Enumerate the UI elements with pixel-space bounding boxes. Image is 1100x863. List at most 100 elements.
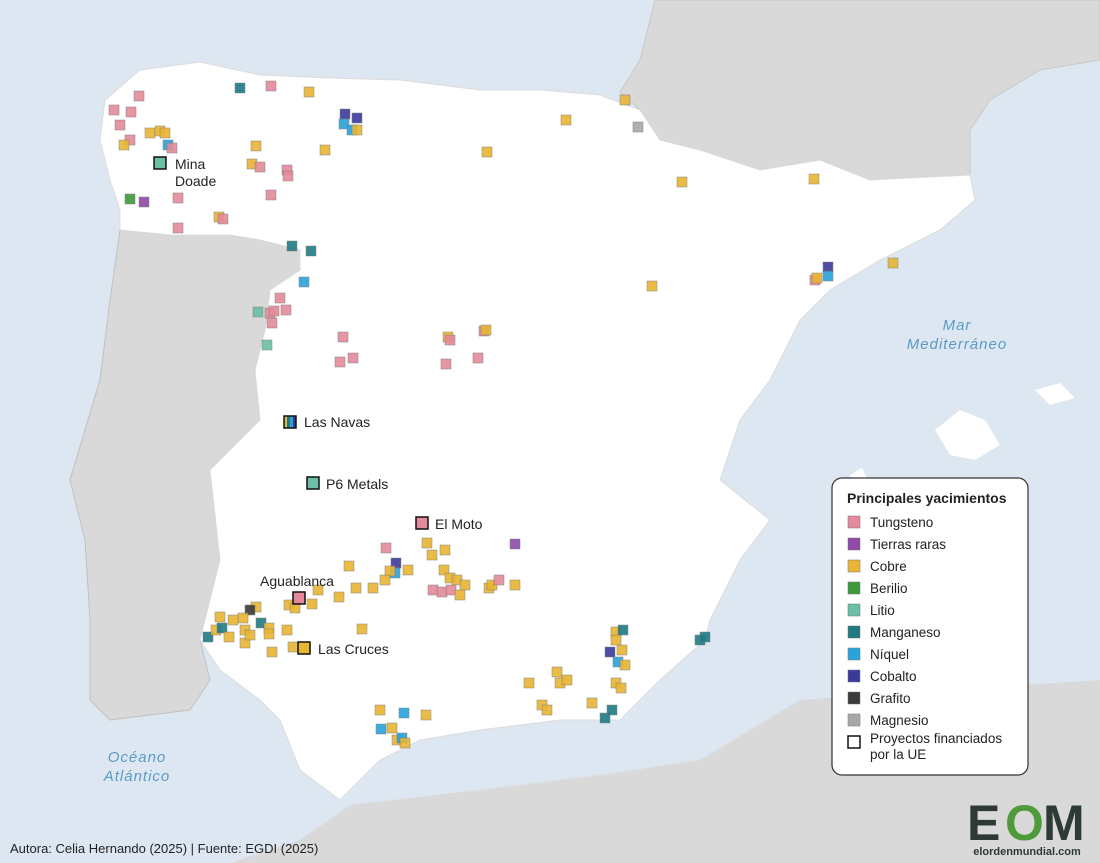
deposit-marker [244,629,256,641]
deposit-marker [287,641,299,653]
legend-swatch [847,515,861,529]
legend-label: Berilio [870,581,908,596]
deposit-marker [399,737,411,749]
deposit-marker [265,80,277,92]
legend-swatch [847,603,861,617]
deposit-marker [887,257,899,269]
legend-label: Manganeso [870,625,941,640]
deposit-marker [118,139,130,151]
place-label: Aguablanca [260,573,334,589]
deposit-marker [586,697,598,709]
deposit-marker [144,127,156,139]
eu-project-marker [297,641,311,655]
deposit-marker [227,614,239,626]
deposit-marker [338,118,350,130]
deposit-marker [380,542,392,554]
deposit-marker [541,704,553,716]
deposit-marker [159,127,171,139]
eu-project-marker [153,156,167,170]
legend-label: Cobalto [870,669,917,684]
markers [108,80,899,749]
deposit-marker [356,623,368,635]
deposit-marker [343,560,355,572]
place-label: P6 Metals [326,476,388,492]
deposit-marker [274,292,286,304]
deposit-marker [811,272,823,284]
deposit-marker [480,324,492,336]
deposit-marker [822,270,834,282]
eu-project-marker [292,591,306,605]
deposit-marker [263,628,275,640]
deposit-marker [375,723,387,735]
deposit-marker [509,538,521,550]
deposit-marker [402,564,414,576]
deposit-marker [280,304,292,316]
deposit-marker [281,624,293,636]
deposit-marker [333,591,345,603]
deposit-marker [268,305,280,317]
deposit-marker [676,176,688,188]
deposit-marker [319,144,331,156]
deposit-marker [133,90,145,102]
deposit-marker [216,622,228,634]
sea-label: Atlántico [103,768,171,785]
deposit-marker [551,666,563,678]
legend-swatch [847,691,861,705]
place-label: Doade [175,173,216,189]
legend-swatch [847,735,861,749]
legend-swatch [847,713,861,727]
legend-swatch [847,647,861,661]
deposit-marker [172,192,184,204]
deposit-marker [386,722,398,734]
deposit-marker [244,604,256,616]
menorca [1035,383,1075,405]
deposit-marker [599,712,611,724]
stripe [293,416,296,428]
deposit-marker [282,170,294,182]
deposit-marker [561,674,573,686]
deposit-marker [261,339,273,351]
deposit-marker [350,582,362,594]
spain [99,61,976,801]
deposit-marker [808,173,820,185]
place-label: El Moto [435,516,483,532]
legend-swatch [847,559,861,573]
footer: Autora: Celia Hernando (2025) | Fuente: … [10,841,318,856]
deposit-marker [699,631,711,643]
legend-label: Cobre [870,559,907,574]
logo-letter: E [967,795,1000,851]
deposit-marker [436,586,448,598]
deposit-marker [438,564,450,576]
deposit-marker [214,611,226,623]
place-label: Mina [175,156,206,172]
deposit-marker [166,142,178,154]
deposit-marker [509,579,521,591]
deposit-marker [306,598,318,610]
deposit-marker [108,104,120,116]
mallorca [935,410,1000,460]
legend-label: Níquel [870,647,909,662]
deposit-marker [125,106,137,118]
eu-project-marker [283,415,297,429]
deposit-marker [337,331,349,343]
place-label: Las Navas [304,414,370,430]
deposit-marker [610,634,622,646]
place-label: Las Cruces [318,641,389,657]
legend-swatch [847,537,861,551]
legend-box [831,477,1029,776]
deposit-marker [237,612,249,624]
deposit-marker [298,276,310,288]
deposit-marker [646,280,658,292]
legend: Tungsteno Tierras raras Cobre Berilio Litio M… [847,515,1002,762]
deposit-marker [384,565,396,577]
deposit-marker [334,356,346,368]
deposit-marker [374,704,386,716]
deposit-marker [303,86,315,98]
deposit-marker [444,334,456,346]
deposit-marker [523,677,535,689]
deposit-marker [426,549,438,561]
stripe [284,416,287,428]
deposit-marker [379,574,391,586]
